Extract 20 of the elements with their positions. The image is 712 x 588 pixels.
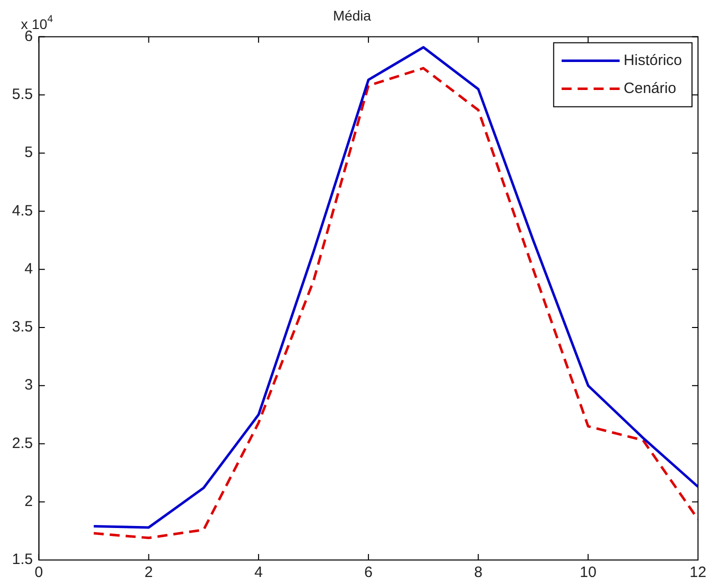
chart-title: Média [332,7,372,24]
x-tick-label: 6 [364,564,373,582]
x-tick-label: 4 [254,564,263,582]
y-tick-label: 2 [24,493,33,510]
y-tick-label: 6 [24,28,33,45]
legend-label: Histórico [624,52,682,69]
y-tick-label: 5.5 [12,86,33,104]
y-tick-label: 2.5 [12,434,33,452]
y-tick-label: 1.5 [12,551,33,568]
legend-label: Cenário [624,80,676,97]
y-tick-label: 3 [24,376,33,394]
x-tick-label: 2 [144,564,153,582]
x-tick-label: 8 [474,564,482,582]
y-tick-label: 3.5 [12,318,33,336]
x-tick-label: 0 [34,564,44,582]
y-tick-label: 4 [24,260,33,278]
y-tick-label: 4.5 [12,202,33,220]
x-tick-label: 10 [580,564,596,582]
y-tick-label: 5 [24,144,33,162]
x-tick-label: 12 [690,564,706,582]
